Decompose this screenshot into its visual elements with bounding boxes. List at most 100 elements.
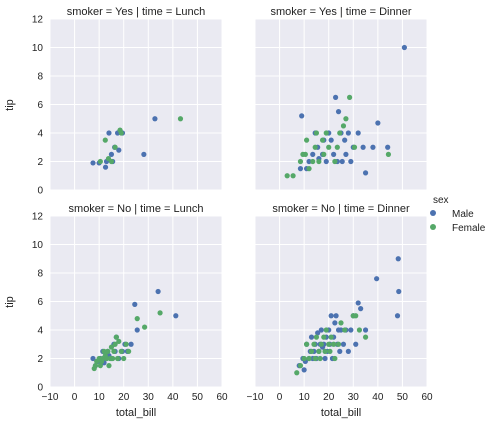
data-point-male [401,44,407,51]
x-tick-label: 10 [94,392,106,403]
data-point-male [323,158,329,165]
data-point-female [134,316,140,322]
data-point-female [111,348,117,354]
data-point-female [318,341,324,347]
data-point-male [108,151,115,157]
y-tick-label: 2 [37,157,43,168]
data-point-male [374,276,380,282]
y-tick-label: 0 [37,186,43,197]
data-point-male [322,355,328,362]
panel-title-no-lunch: smoker = No | time = Lunch [69,203,204,215]
y-tick-label: 12 [32,212,44,223]
data-point-male [348,327,354,333]
facet-panel-1 [254,18,428,191]
data-point-female [306,166,312,172]
data-point-female [322,348,328,354]
data-point-male [395,256,401,262]
y-axis-label-bottom: tip [4,296,16,308]
legend-marker-female [430,224,436,230]
data-point-male [301,367,307,373]
data-point-female [326,341,332,347]
data-point-female [301,355,307,362]
data-point-male [362,327,369,333]
data-point-male [318,327,324,333]
data-point-female [328,334,334,340]
y-tick-label: 10 [32,43,44,54]
panel-title-yes-lunch: smoker = Yes | time = Lunch [67,6,206,18]
data-point-male [340,341,347,347]
panel-title-yes-dinner: smoker = Yes | time = Dinner [270,6,411,18]
data-point-female [116,338,122,344]
x-tick-label: 20 [118,392,130,403]
data-point-male [155,288,161,295]
x-tick-label: 20 [323,392,335,403]
facet-panel-3: −10 0 10 20 30 40 50 60 [247,215,433,403]
data-point-female [334,144,340,150]
x-tick-label: 60 [216,392,228,403]
x-tick-label: 30 [143,392,155,403]
data-point-female [114,355,121,362]
y-tick-label: 6 [37,297,43,308]
data-point-female [108,344,115,350]
data-point-male [353,341,359,347]
data-point-female [385,151,392,157]
data-point-female [126,348,132,354]
data-point-female [112,341,118,347]
data-point-male [338,327,344,333]
data-point-male [375,120,381,126]
data-point-female [342,327,348,333]
data-point-male [370,144,376,150]
panel-title-no-dinner: smoker = No | time = Dinner [272,203,410,215]
data-point-female [101,348,107,354]
data-point-female [312,144,318,150]
data-point-female [312,355,318,362]
data-point-female [316,158,322,165]
data-point-male [337,348,343,354]
data-point-male [132,301,138,307]
data-point-female [123,341,129,347]
legend-label-male: Male [452,209,474,220]
data-point-female [362,334,369,340]
x-tick-label: 30 [348,392,360,403]
y-tick-label: 4 [37,326,43,337]
x-tick-label: 50 [192,392,204,403]
data-point-male [355,300,361,306]
data-point-male [362,170,369,176]
data-point-female [304,341,310,347]
data-point-male [116,147,122,153]
data-point-male [342,137,348,143]
data-point-female [332,158,338,165]
data-point-male [299,113,305,119]
y-tick-label: 12 [32,15,44,26]
data-point-male [310,151,316,157]
data-point-female [118,130,124,136]
data-point-male [297,166,304,172]
data-point-male [358,306,364,312]
data-point-female [157,310,163,316]
data-point-male [331,151,337,157]
data-point-male [315,330,321,336]
data-point-male [128,341,134,347]
data-point-male [152,116,158,122]
legend-marker-male [430,210,436,216]
x-tick-label: 60 [421,392,433,403]
data-point-female [97,363,103,369]
y-tick-label: 0 [37,383,43,394]
data-point-female [323,327,329,333]
y-tick-label: 6 [37,100,43,111]
data-point-male [360,144,366,150]
x-tick-label: 0 [72,392,78,403]
data-point-male [332,94,339,100]
data-point-female [177,116,184,122]
data-point-female [306,355,312,362]
facet-panel-0: 0 2 4 6 8 10 12 [32,15,223,197]
data-point-female [326,144,332,150]
data-point-female [294,370,300,376]
data-point-female [338,320,344,326]
data-point-female [353,313,359,319]
y-axis-label-top: tip [4,99,16,111]
data-point-female [297,158,304,165]
data-point-female [331,341,337,347]
data-point-female [108,158,115,165]
